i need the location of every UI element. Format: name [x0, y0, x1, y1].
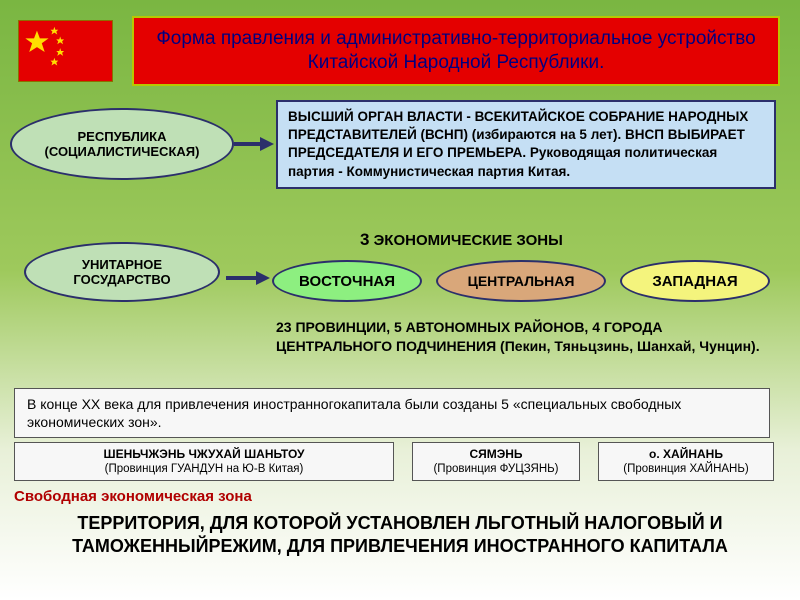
sez-definition: ТЕРРИТОРИЯ, ДЛЯ КОТОРОЙ УСТАНОВЛЕН ЛЬГОТ… — [40, 512, 760, 559]
sez-intro-text: В конце XX века для привлечения иностран… — [27, 396, 681, 430]
node-unitary-label: УНИТАРНОЕ ГОСУДАРСТВО — [32, 257, 212, 287]
zones-heading: 3 ЭКОНОМИЧЕСКИЕ ЗОНЫ — [360, 230, 563, 250]
sez-box-guangdong: ШЕНЬЧЖЭНЬ ЧЖУХАЙ ШАНЬТОУ (Провинция ГУАН… — [14, 442, 394, 481]
zones-heading-text: ЭКОНОМИЧЕСКИЕ ЗОНЫ — [369, 232, 562, 249]
zone-east-label: ВОСТОЧНАЯ — [299, 273, 395, 290]
sez-intro-box: В конце XX века для привлечения иностран… — [14, 388, 770, 438]
title-text: Форма правления и административно-террит… — [144, 27, 768, 75]
sez-title-text: Свободная экономическая зона — [14, 488, 252, 505]
zone-west: ЗАПАДНАЯ — [620, 260, 770, 302]
arrow-republic-to-authority — [234, 142, 260, 146]
authority-box: ВЫСШИЙ ОРГАН ВЛАСТИ - ВСЕКИТАЙСКОЕ СОБРА… — [276, 100, 776, 189]
sez-box-hainan: о. ХАЙНАНЬ (Провинция ХАЙНАНЬ) — [598, 442, 774, 481]
sez-definition-title: Свободная экономическая зона — [14, 488, 252, 505]
sez2-names: СЯМЭНЬ — [419, 447, 573, 462]
node-unitary: УНИТАРНОЕ ГОСУДАРСТВО — [24, 242, 220, 302]
sez3-sub: (Провинция ХАЙНАНЬ) — [605, 462, 767, 476]
arrow-unitary-to-zones — [226, 276, 256, 280]
zone-central: ЦЕНТРАЛЬНАЯ — [436, 260, 606, 302]
sez2-sub: (Провинция ФУЦЗЯНЬ) — [419, 462, 573, 476]
zone-west-label: ЗАПАДНАЯ — [652, 273, 737, 290]
provinces-text: 23 ПРОВИНЦИИ, 5 АВТОНОМНЫХ РАЙОНОВ, 4 ГО… — [276, 318, 766, 356]
sez3-names: о. ХАЙНАНЬ — [605, 447, 767, 462]
zone-east: ВОСТОЧНАЯ — [272, 260, 422, 302]
page-title: Форма правления и административно-террит… — [132, 16, 780, 86]
zone-central-label: ЦЕНТРАЛЬНАЯ — [468, 273, 575, 289]
authority-text: ВЫСШИЙ ОРГАН ВЛАСТИ - ВСЕКИТАЙСКОЕ СОБРА… — [288, 109, 748, 179]
node-republic: РЕСПУБЛИКА (СОЦИАЛИСТИЧЕСКАЯ) — [10, 108, 234, 180]
sez1-names: ШЕНЬЧЖЭНЬ ЧЖУХАЙ ШАНЬТОУ — [21, 447, 387, 462]
definition-text: ТЕРРИТОРИЯ, ДЛЯ КОТОРОЙ УСТАНОВЛЕН ЛЬГОТ… — [72, 513, 728, 556]
china-flag — [18, 20, 113, 82]
node-republic-label: РЕСПУБЛИКА (СОЦИАЛИСТИЧЕСКАЯ) — [18, 129, 226, 159]
provinces-content: 23 ПРОВИНЦИИ, 5 АВТОНОМНЫХ РАЙОНОВ, 4 ГО… — [276, 319, 760, 354]
sez-box-fujian: СЯМЭНЬ (Провинция ФУЦЗЯНЬ) — [412, 442, 580, 481]
sez1-sub: (Провинция ГУАНДУН на Ю-В Китая) — [21, 462, 387, 476]
